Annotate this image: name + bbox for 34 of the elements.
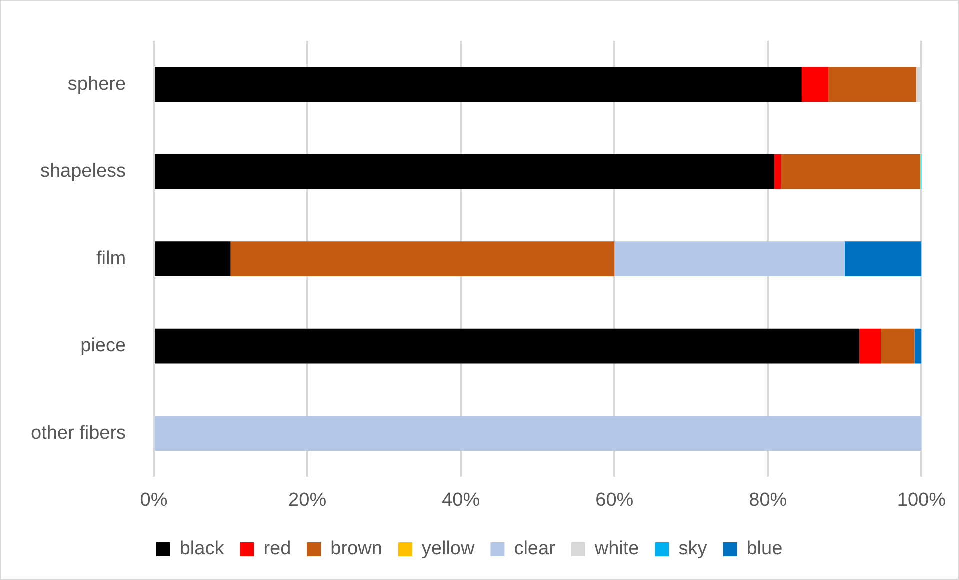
bar <box>155 154 774 190</box>
bar <box>230 242 615 277</box>
bar <box>155 242 231 277</box>
x-tick-label: 0% <box>140 490 168 511</box>
y-tick-label: piece <box>80 336 126 357</box>
y-tick-label: sphere <box>68 74 126 95</box>
legend-label: sky <box>678 538 708 560</box>
x-tick-label: 100% <box>897 490 946 511</box>
bar <box>781 154 920 190</box>
bar <box>860 328 882 364</box>
bar <box>614 242 845 277</box>
y-tick-label: film <box>96 248 126 270</box>
y-tick-label: other fibers <box>31 422 126 444</box>
bar <box>774 154 782 190</box>
bar <box>155 328 860 364</box>
y-tick-label: shapeless <box>40 161 126 182</box>
x-tick-label: 40% <box>442 490 480 511</box>
bar <box>802 67 829 102</box>
x-tick-label: 60% <box>596 490 634 511</box>
x-tick-label: 80% <box>749 490 788 511</box>
legend-label: white <box>594 538 640 560</box>
bar <box>155 416 922 452</box>
legend-label: blue <box>746 538 783 560</box>
bar <box>155 67 802 102</box>
legend-label: yellow <box>422 538 475 560</box>
bar <box>881 328 915 364</box>
x-tick-label: 20% <box>288 490 327 511</box>
bar <box>914 328 922 364</box>
bar <box>844 242 922 277</box>
legend-label: black <box>180 538 225 560</box>
legend-label: brown <box>330 538 382 560</box>
legend-label: red <box>264 538 292 560</box>
bar <box>828 67 916 102</box>
legend-label: clear <box>514 538 556 560</box>
